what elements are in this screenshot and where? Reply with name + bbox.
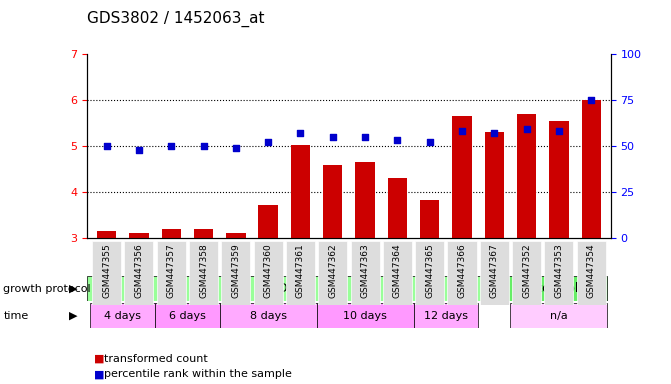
FancyBboxPatch shape	[219, 303, 317, 328]
Text: 8 days: 8 days	[250, 311, 287, 321]
Point	[230, 145, 241, 151]
Text: GSM447363: GSM447363	[360, 243, 370, 298]
Text: n/a: n/a	[550, 311, 568, 321]
Text: GSM447364: GSM447364	[393, 243, 402, 298]
Bar	[452, 116, 472, 238]
FancyBboxPatch shape	[415, 242, 444, 305]
FancyBboxPatch shape	[512, 242, 541, 305]
FancyBboxPatch shape	[124, 242, 154, 305]
Text: GSM447355: GSM447355	[102, 243, 111, 298]
Bar	[97, 231, 116, 238]
Text: GSM447359: GSM447359	[231, 243, 240, 298]
Bar	[162, 229, 181, 238]
FancyBboxPatch shape	[91, 303, 155, 328]
Point	[424, 139, 435, 145]
Text: GSM447360: GSM447360	[264, 243, 272, 298]
Text: 6 days: 6 days	[169, 311, 206, 321]
Text: GSM447358: GSM447358	[199, 243, 208, 298]
Text: GSM447356: GSM447356	[134, 243, 144, 298]
Bar	[291, 145, 310, 238]
Text: ■: ■	[94, 354, 105, 364]
FancyBboxPatch shape	[286, 242, 315, 305]
Point	[198, 143, 209, 149]
Text: GSM447367: GSM447367	[490, 243, 499, 298]
Point	[360, 134, 370, 140]
Bar	[420, 200, 440, 238]
Bar	[130, 233, 148, 238]
FancyBboxPatch shape	[544, 242, 574, 305]
Text: growth protocol: growth protocol	[3, 284, 91, 294]
Point	[134, 147, 144, 153]
Text: ▶: ▶	[68, 311, 77, 321]
FancyBboxPatch shape	[254, 242, 282, 305]
FancyBboxPatch shape	[87, 276, 507, 301]
Text: DMSO: DMSO	[278, 283, 316, 295]
Bar	[226, 233, 246, 238]
Bar	[388, 178, 407, 238]
Point	[295, 130, 306, 136]
Point	[586, 97, 597, 103]
Text: GSM447354: GSM447354	[586, 243, 596, 298]
FancyBboxPatch shape	[189, 242, 218, 305]
FancyBboxPatch shape	[511, 303, 607, 328]
FancyBboxPatch shape	[318, 242, 348, 305]
FancyBboxPatch shape	[157, 242, 186, 305]
Point	[101, 143, 112, 149]
FancyBboxPatch shape	[155, 303, 219, 328]
Bar	[517, 114, 536, 238]
Text: percentile rank within the sample: percentile rank within the sample	[104, 369, 292, 379]
FancyBboxPatch shape	[576, 242, 606, 305]
Text: 12 days: 12 days	[424, 311, 468, 321]
Text: GSM447366: GSM447366	[458, 243, 466, 298]
Text: GSM447361: GSM447361	[296, 243, 305, 298]
Text: control: control	[535, 283, 579, 295]
FancyBboxPatch shape	[413, 303, 478, 328]
Point	[392, 137, 403, 144]
Point	[327, 134, 338, 140]
Text: GSM447352: GSM447352	[522, 243, 531, 298]
Text: GSM447353: GSM447353	[554, 243, 564, 298]
Text: GDS3802 / 1452063_at: GDS3802 / 1452063_at	[87, 11, 265, 27]
FancyBboxPatch shape	[92, 242, 121, 305]
FancyBboxPatch shape	[480, 242, 509, 305]
Bar	[582, 100, 601, 238]
FancyBboxPatch shape	[507, 276, 607, 301]
Bar	[484, 132, 504, 238]
Text: 4 days: 4 days	[104, 311, 142, 321]
Text: transformed count: transformed count	[104, 354, 208, 364]
FancyBboxPatch shape	[350, 242, 380, 305]
Text: GSM447365: GSM447365	[425, 243, 434, 298]
Bar	[323, 165, 342, 238]
FancyBboxPatch shape	[221, 242, 250, 305]
Point	[521, 126, 532, 132]
Text: 10 days: 10 days	[343, 311, 387, 321]
FancyBboxPatch shape	[448, 242, 476, 305]
Bar	[194, 229, 213, 238]
Bar	[356, 162, 375, 238]
Text: ■: ■	[94, 369, 105, 379]
FancyBboxPatch shape	[317, 303, 413, 328]
FancyBboxPatch shape	[383, 242, 412, 305]
Point	[263, 139, 274, 145]
Point	[554, 128, 564, 134]
Point	[489, 130, 500, 136]
Text: ▶: ▶	[68, 284, 77, 294]
Bar	[550, 121, 568, 238]
Point	[166, 143, 176, 149]
Bar	[258, 205, 278, 238]
Text: GSM447357: GSM447357	[166, 243, 176, 298]
Text: time: time	[3, 311, 29, 321]
Text: GSM447362: GSM447362	[328, 243, 338, 298]
Point	[457, 128, 468, 134]
